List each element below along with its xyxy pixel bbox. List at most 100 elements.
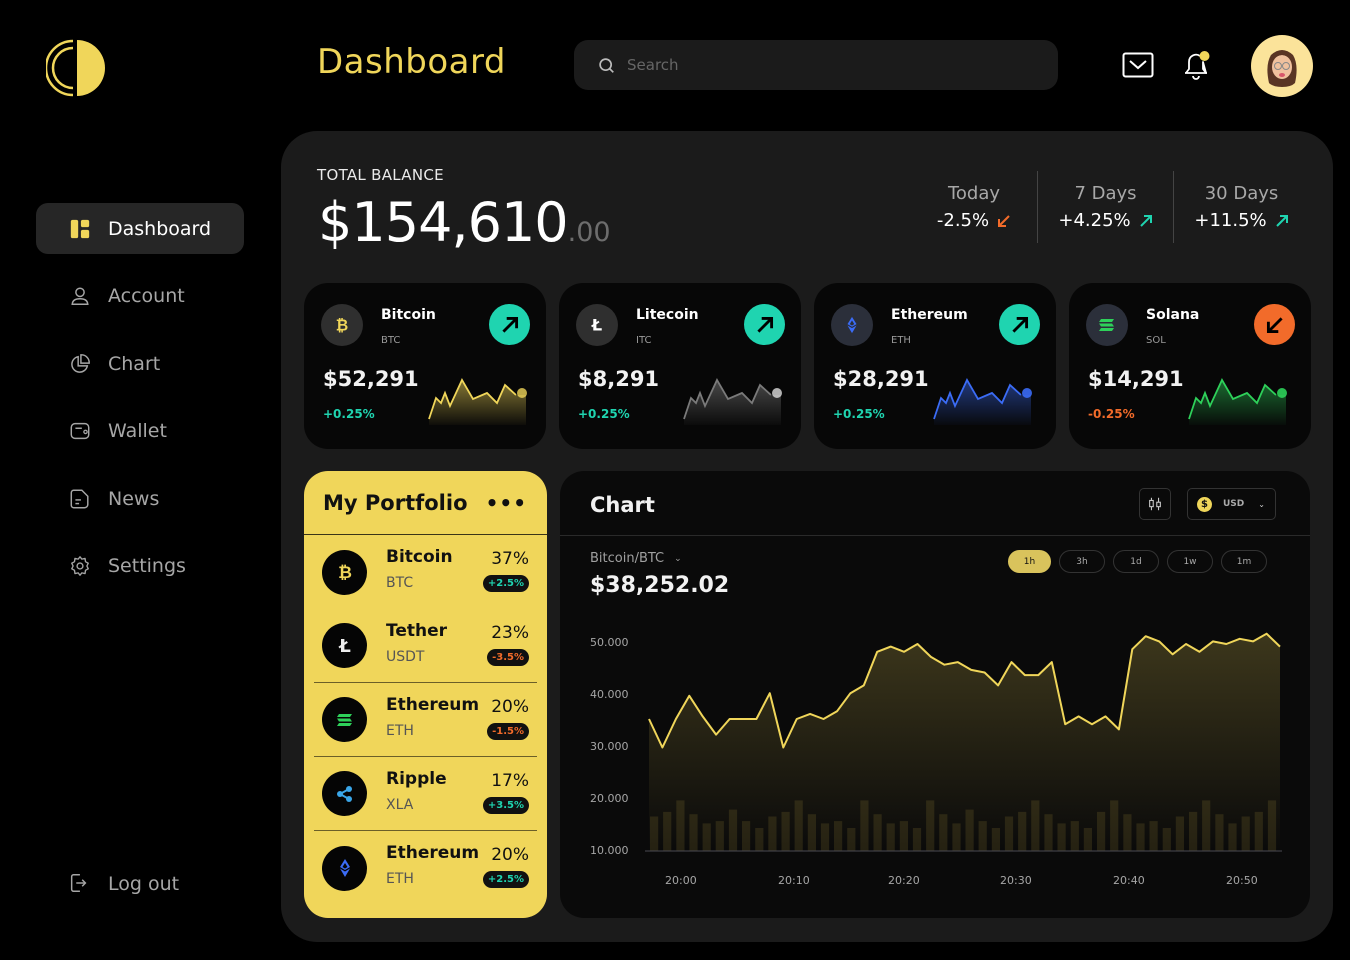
asset-share: 23% <box>491 623 529 643</box>
portfolio-item[interactable]: Ripple XLA 17% +3.5% <box>314 757 537 831</box>
period-value: -2.5% <box>936 210 990 231</box>
coin-name: Bitcoin <box>381 307 436 323</box>
period-label: 30 Days <box>1204 183 1279 204</box>
sidebar-item-account[interactable]: Account <box>36 271 244 322</box>
period-label: Today <box>947 183 1001 204</box>
asset-symbol: USDT <box>386 649 425 665</box>
range-tab-1m[interactable]: 1m <box>1221 550 1267 573</box>
period-stats: Today -2.5% 7 Days +4.25% 30 Days +11.5% <box>911 171 1309 243</box>
sidebar-item-settings[interactable]: Settings <box>36 541 244 592</box>
range-tab-3h[interactable]: 3h <box>1059 550 1105 573</box>
chevron-down-icon: ⌄ <box>674 553 682 564</box>
asset-name: Ripple <box>386 769 447 789</box>
svg-text:₿: ₿ <box>338 563 352 582</box>
coin-change: -0.25% <box>1088 407 1135 421</box>
search-input[interactable] <box>627 56 1027 74</box>
search-icon <box>599 57 614 73</box>
coin-price: $8,291 <box>578 367 660 391</box>
ethereum-icon <box>322 845 367 891</box>
portfolio-item[interactable]: ₿ Bitcoin BTC 37% +2.5% <box>314 535 537 609</box>
ripple-icon <box>322 771 367 816</box>
range-tab-1w[interactable]: 1w <box>1167 550 1213 573</box>
sparkline-ethereum <box>933 378 1032 425</box>
y-tick: 40.000 <box>590 688 629 701</box>
pair-select[interactable]: Bitcoin/BTC ⌄ <box>590 551 682 566</box>
sidebar-item-news[interactable]: News <box>36 473 244 524</box>
sidebar-item-chart[interactable]: Chart <box>36 338 244 389</box>
balance-whole: $154,610 <box>318 191 569 254</box>
asset-symbol: ETH <box>386 723 414 739</box>
coin-card-ethereum[interactable]: Ethereum ETH $28,291 +0.25% <box>814 283 1056 449</box>
sparkline-litecoin <box>683 378 782 425</box>
bell-icon[interactable] <box>1180 48 1212 82</box>
x-tick: 20:40 <box>1113 874 1145 887</box>
solana-icon <box>1086 304 1128 346</box>
user-avatar[interactable] <box>1251 35 1313 97</box>
candlestick-icon <box>1149 497 1161 511</box>
change-badge: +3.5% <box>482 797 529 814</box>
ethereum-icon <box>831 304 873 346</box>
period-value: +4.25% <box>1058 210 1131 231</box>
more-options-button[interactable]: ••• <box>485 490 527 515</box>
sidebar-item-label: Account <box>108 285 185 307</box>
x-tick: 20:00 <box>665 874 697 887</box>
chart-panel: Chart $ USD ⌄ Bitcoin/BTC ⌄ $38,252.02 1… <box>560 471 1310 918</box>
coin-symbol: BTC <box>381 335 401 346</box>
logo-icon <box>46 39 105 97</box>
logout-label: Log out <box>108 872 180 895</box>
sidebar-item-wallet[interactable]: Wallet <box>36 406 244 457</box>
logout-icon <box>68 872 92 896</box>
balance-cents: .00 <box>567 217 611 248</box>
coin-change: +0.25% <box>323 407 375 421</box>
coin-cards: ₿ Bitcoin BTC $52,291 +0.25% Ł Litecoin … <box>304 283 1311 449</box>
portfolio-item[interactable]: Ethereum ETH 20% -1.5% <box>314 683 537 757</box>
coin-card-solana[interactable]: Solana SOL $14,291 -0.25% <box>1069 283 1311 449</box>
pair-price: $38,252.02 <box>590 573 730 598</box>
coin-card-litecoin[interactable]: Ł Litecoin ITC $8,291 +0.25% <box>559 283 801 449</box>
period-7-days: 7 Days +4.25% <box>1037 171 1173 243</box>
dashboard-icon <box>68 217 92 241</box>
portfolio-item[interactable]: Ł Tether USDT 23% -3.5% <box>314 609 537 683</box>
asset-symbol: ETH <box>386 871 414 887</box>
arrow-up-right-icon <box>1275 214 1288 227</box>
search-bar[interactable] <box>574 40 1058 90</box>
svg-text:Ł: Ł <box>591 316 602 334</box>
range-tab-1d[interactable]: 1d <box>1113 550 1159 573</box>
currency-value: USD <box>1223 499 1245 509</box>
candlestick-toggle-button[interactable] <box>1139 488 1171 520</box>
news-icon <box>68 487 92 511</box>
sparkline-solana <box>1188 378 1287 425</box>
portfolio-item[interactable]: Ethereum ETH 20% +2.5% <box>314 831 537 905</box>
change-badge: +2.5% <box>482 575 529 592</box>
mail-icon[interactable] <box>1122 52 1154 78</box>
page-title: Dashboard <box>317 42 506 82</box>
change-badge: +2.5% <box>482 871 529 888</box>
asset-share: 20% <box>491 845 529 865</box>
solana-icon <box>322 697 367 742</box>
gear-icon <box>68 554 92 578</box>
coin-price: $28,291 <box>833 367 929 391</box>
y-tick: 20.000 <box>590 792 629 805</box>
sidebar-item-label: Settings <box>108 555 186 577</box>
range-tab-1h[interactable]: 1h <box>1008 550 1051 573</box>
dollar-icon: $ <box>1197 496 1212 512</box>
chart-title: Chart <box>590 493 655 517</box>
litecoin-icon: Ł <box>576 304 618 346</box>
x-tick: 20:50 <box>1226 874 1258 887</box>
currency-select[interactable]: $ USD ⌄ <box>1187 488 1276 520</box>
arrow-up-right-icon <box>1139 214 1152 227</box>
price-chart[interactable] <box>560 471 1310 918</box>
coin-price: $52,291 <box>323 367 419 391</box>
period-value: +11.5% <box>1194 210 1267 231</box>
asset-name: Ethereum <box>386 695 480 715</box>
asset-symbol: XLA <box>386 797 414 813</box>
sparkline-bitcoin <box>428 378 527 425</box>
y-tick: 10.000 <box>590 844 629 857</box>
divider <box>560 535 1310 536</box>
sidebar-item-dashboard[interactable]: Dashboard <box>36 203 244 254</box>
sidebar-item-label: News <box>108 487 160 510</box>
coin-symbol: ETH <box>891 335 911 346</box>
logout-button[interactable]: Log out <box>36 858 244 909</box>
coin-symbol: SOL <box>1146 335 1166 346</box>
coin-card-bitcoin[interactable]: ₿ Bitcoin BTC $52,291 +0.25% <box>304 283 546 449</box>
